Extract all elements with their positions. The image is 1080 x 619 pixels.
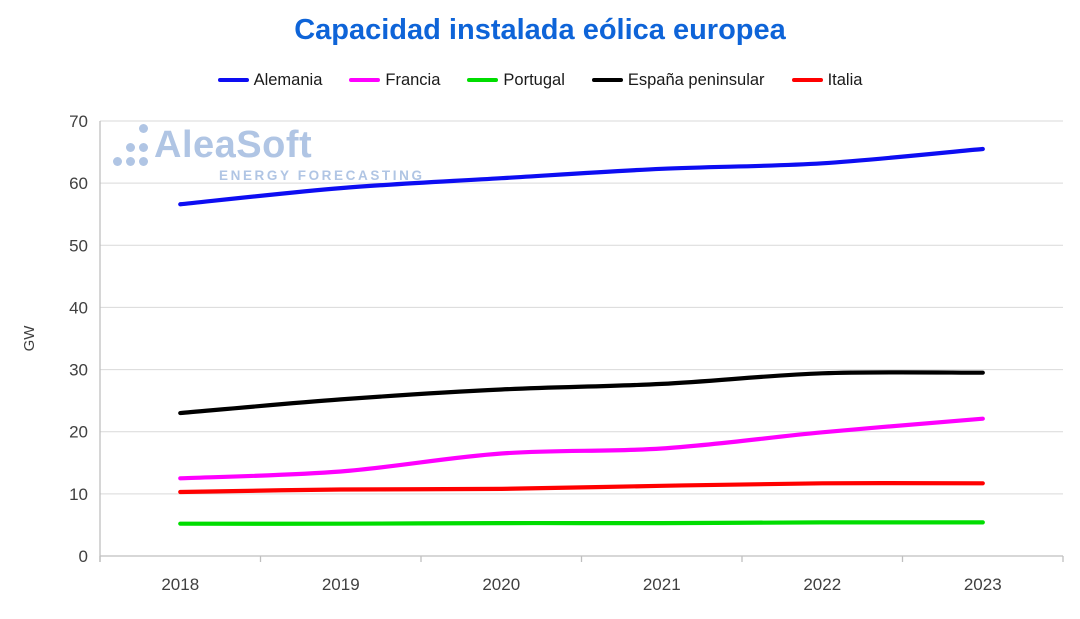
legend-label: Portugal xyxy=(503,70,565,89)
x-tick-label: 2018 xyxy=(161,575,199,594)
x-tick-label: 2020 xyxy=(482,575,520,594)
watermark-logo: AleaSoft ENERGY FORECASTING xyxy=(112,124,425,183)
y-axis-title: GW xyxy=(21,325,38,352)
legend-line-swatch-espana-peninsular xyxy=(591,77,623,83)
y-tick-label: 60 xyxy=(69,174,88,193)
legend-label: Italia xyxy=(827,70,863,89)
legend-label: Alemania xyxy=(253,70,323,89)
x-tick-label: 2023 xyxy=(964,575,1002,594)
series-line-alemania xyxy=(178,146,985,207)
series-line-francia xyxy=(178,416,985,481)
aleasoft-dots-icon xyxy=(112,124,154,170)
y-tick-label: 10 xyxy=(69,485,88,504)
x-tick-label: 2019 xyxy=(322,575,360,594)
y-tick-label: 70 xyxy=(69,112,88,131)
series-line-portugal xyxy=(178,520,985,526)
x-tick-label: 2022 xyxy=(803,575,841,594)
legend-label: España peninsular xyxy=(627,70,765,89)
legend: Alemania Francia Portugal España peninsu… xyxy=(0,68,1080,92)
watermark-brand: AleaSoft xyxy=(154,124,313,166)
legend-line-swatch-portugal xyxy=(467,77,499,83)
y-tick-label: 20 xyxy=(69,423,88,442)
legend-item-espana-peninsular: España peninsular xyxy=(591,70,765,90)
series-line-espana-peninsular xyxy=(178,370,985,416)
y-tick-label: 40 xyxy=(69,298,88,317)
y-tick-label: 50 xyxy=(69,236,88,255)
y-tick-label: 30 xyxy=(69,361,88,380)
legend-item-portugal: Portugal xyxy=(467,70,565,90)
legend-item-francia: Francia xyxy=(349,71,440,90)
x-tick-label: 2021 xyxy=(643,575,681,594)
legend-item-italia: Italia xyxy=(791,70,863,90)
legend-line-swatch-francia xyxy=(349,77,381,83)
legend-item-alemania: Alemania xyxy=(217,70,323,90)
legend-line-swatch-italia xyxy=(791,77,823,83)
y-tick-label: 0 xyxy=(79,547,88,566)
watermark-tagline: ENERGY FORECASTING xyxy=(219,168,425,183)
legend-label: Francia xyxy=(385,70,441,89)
series-line-italia xyxy=(178,481,985,495)
legend-line-swatch-alemania xyxy=(217,77,249,83)
chart-title: Capacidad instalada eólica europea xyxy=(294,14,786,46)
